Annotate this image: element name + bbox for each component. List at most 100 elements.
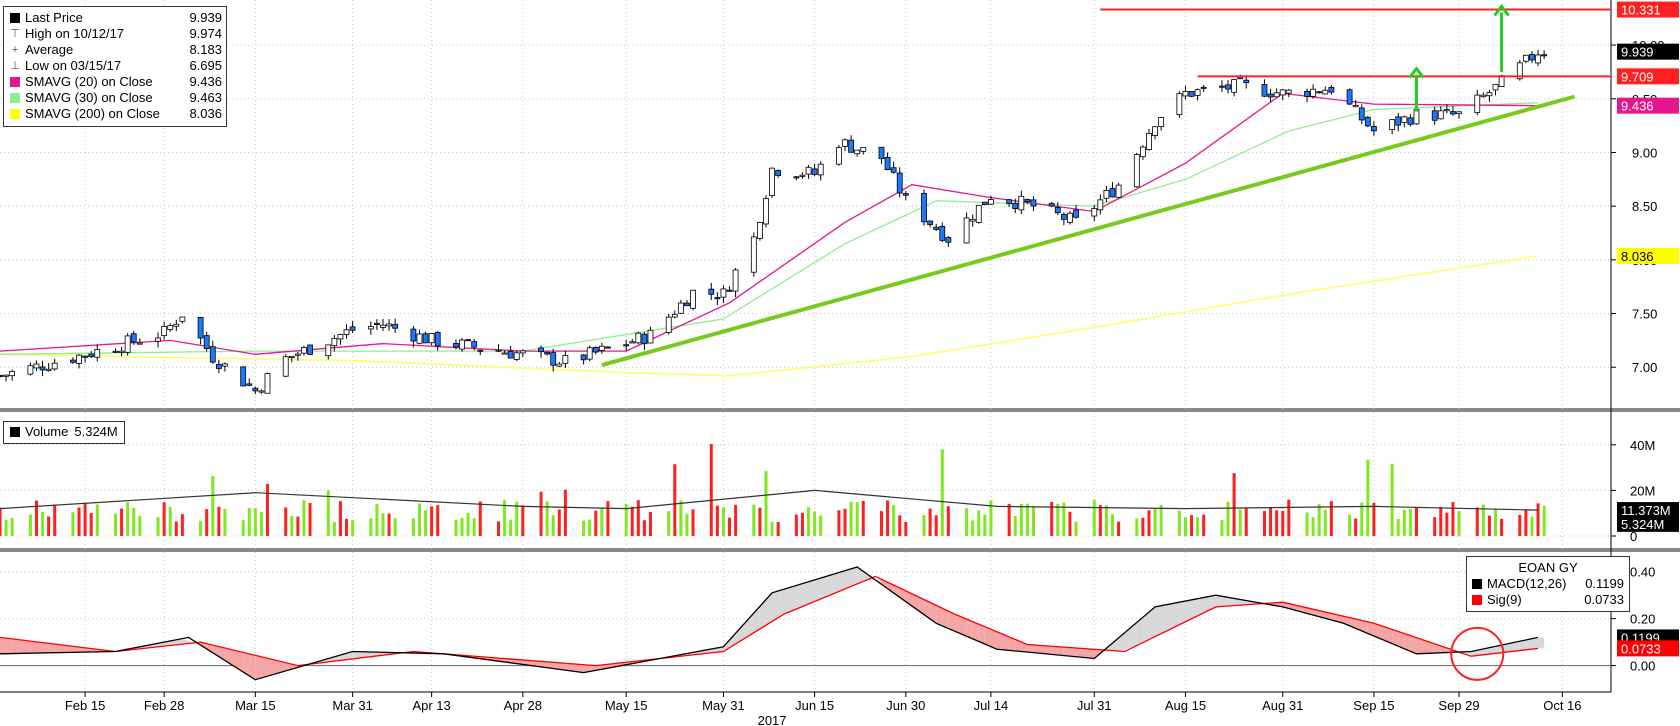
legend-label: Last Price	[25, 10, 83, 25]
candle	[1522, 54, 1529, 62]
legend-label: MACD(12,26)	[1487, 576, 1567, 591]
macd-fill	[972, 621, 979, 642]
candle	[325, 344, 332, 357]
macd-fill	[838, 570, 846, 592]
candle	[459, 339, 465, 350]
volume-bar	[126, 502, 130, 536]
macd-fill	[942, 608, 949, 629]
volume-bar	[89, 513, 93, 536]
macd-fill	[1531, 637, 1539, 650]
macd-legend: EOAN GY MACD(12,26) 0.1199 Sig(9) 0.0733	[1466, 556, 1630, 612]
volume-bar	[983, 514, 987, 536]
candle	[39, 366, 46, 371]
volume-bar	[551, 515, 555, 536]
candle	[380, 324, 386, 328]
legend-value: 9.436	[189, 74, 222, 89]
candle	[1456, 111, 1462, 115]
macd-fill	[1069, 647, 1077, 657]
legend-label: SMAVG (200) on Close	[25, 106, 160, 121]
candle	[76, 354, 82, 364]
candle	[1073, 209, 1079, 218]
candle	[629, 341, 636, 344]
macd-fill	[224, 647, 244, 672]
macd-fill	[1483, 647, 1490, 655]
candle	[1097, 199, 1104, 211]
candle	[1541, 54, 1548, 57]
macd-fill	[547, 661, 554, 669]
candle	[1188, 91, 1195, 97]
candle	[890, 167, 897, 173]
legend-value: 9.939	[189, 10, 222, 25]
volume-bar	[1524, 509, 1528, 536]
macd-fill	[1355, 619, 1362, 631]
volume-bar	[1396, 518, 1400, 536]
volume-bar	[53, 504, 57, 536]
candle	[374, 322, 380, 326]
volume-bar	[1360, 502, 1364, 536]
macd-fill	[261, 656, 268, 678]
macd-fill	[924, 599, 931, 620]
volume-bar	[794, 514, 798, 536]
volume-bar	[600, 507, 604, 536]
volume-bar	[132, 507, 136, 536]
volume-bar	[1007, 504, 1011, 536]
candle	[51, 362, 58, 370]
volume-bar	[1244, 508, 1248, 536]
volume-bar	[478, 501, 482, 536]
candle	[9, 370, 16, 377]
legend-value: 6.695	[189, 58, 222, 73]
legend-value: 0.0733	[1584, 592, 1624, 607]
macd-fill	[1489, 646, 1496, 655]
candle	[750, 236, 757, 273]
volume-bar	[387, 513, 391, 536]
candle	[671, 313, 678, 318]
macd-fill	[541, 661, 548, 668]
volume-bar	[1323, 509, 1327, 536]
volume-bar	[1262, 511, 1266, 536]
macd-fill	[1477, 648, 1484, 656]
macd-fill	[589, 665, 596, 672]
macd-fill	[772, 591, 779, 622]
x-tick-label: May 15	[605, 698, 648, 713]
candle	[70, 359, 76, 363]
candle	[981, 201, 988, 206]
volume-bar	[813, 511, 817, 536]
macd-axis-label-bg	[1617, 640, 1679, 657]
volume-bar	[843, 508, 847, 536]
macd-fill	[346, 651, 353, 660]
volume-bar	[174, 521, 178, 536]
price-axis-label-bg	[1617, 97, 1679, 114]
candle	[161, 326, 168, 337]
macd-fill	[1142, 612, 1149, 643]
volume-bar	[515, 501, 519, 536]
candle	[1158, 117, 1165, 128]
volume-bar	[946, 506, 950, 536]
candle	[1395, 116, 1402, 126]
macd-fill	[1495, 645, 1502, 654]
macd-fill	[1349, 617, 1356, 629]
macd-fill	[12, 638, 31, 654]
volume-ma-line	[0, 489, 1539, 511]
candle	[763, 198, 769, 225]
volume-bar	[1275, 510, 1279, 536]
macd-fill	[1416, 637, 1435, 654]
x-tick-label: Mar 31	[332, 698, 372, 713]
volume-bar	[345, 518, 349, 536]
volume-axis-label-bg	[1617, 515, 1679, 532]
macd-y-tick-label: 0.40	[1630, 565, 1655, 580]
candle	[519, 350, 526, 354]
volume-bar	[1451, 502, 1455, 536]
volume-bar	[351, 520, 355, 536]
macd-fill	[285, 662, 292, 671]
candle	[1267, 93, 1274, 98]
x-tick-label: Sep 29	[1438, 698, 1479, 713]
candle	[1091, 208, 1098, 217]
candle	[1182, 91, 1189, 97]
macd-fill	[845, 568, 852, 589]
candle	[1115, 184, 1122, 198]
candle	[769, 167, 775, 197]
volume-bar	[180, 514, 184, 536]
candle	[173, 323, 180, 327]
candle	[0, 374, 3, 377]
candle	[902, 193, 909, 196]
